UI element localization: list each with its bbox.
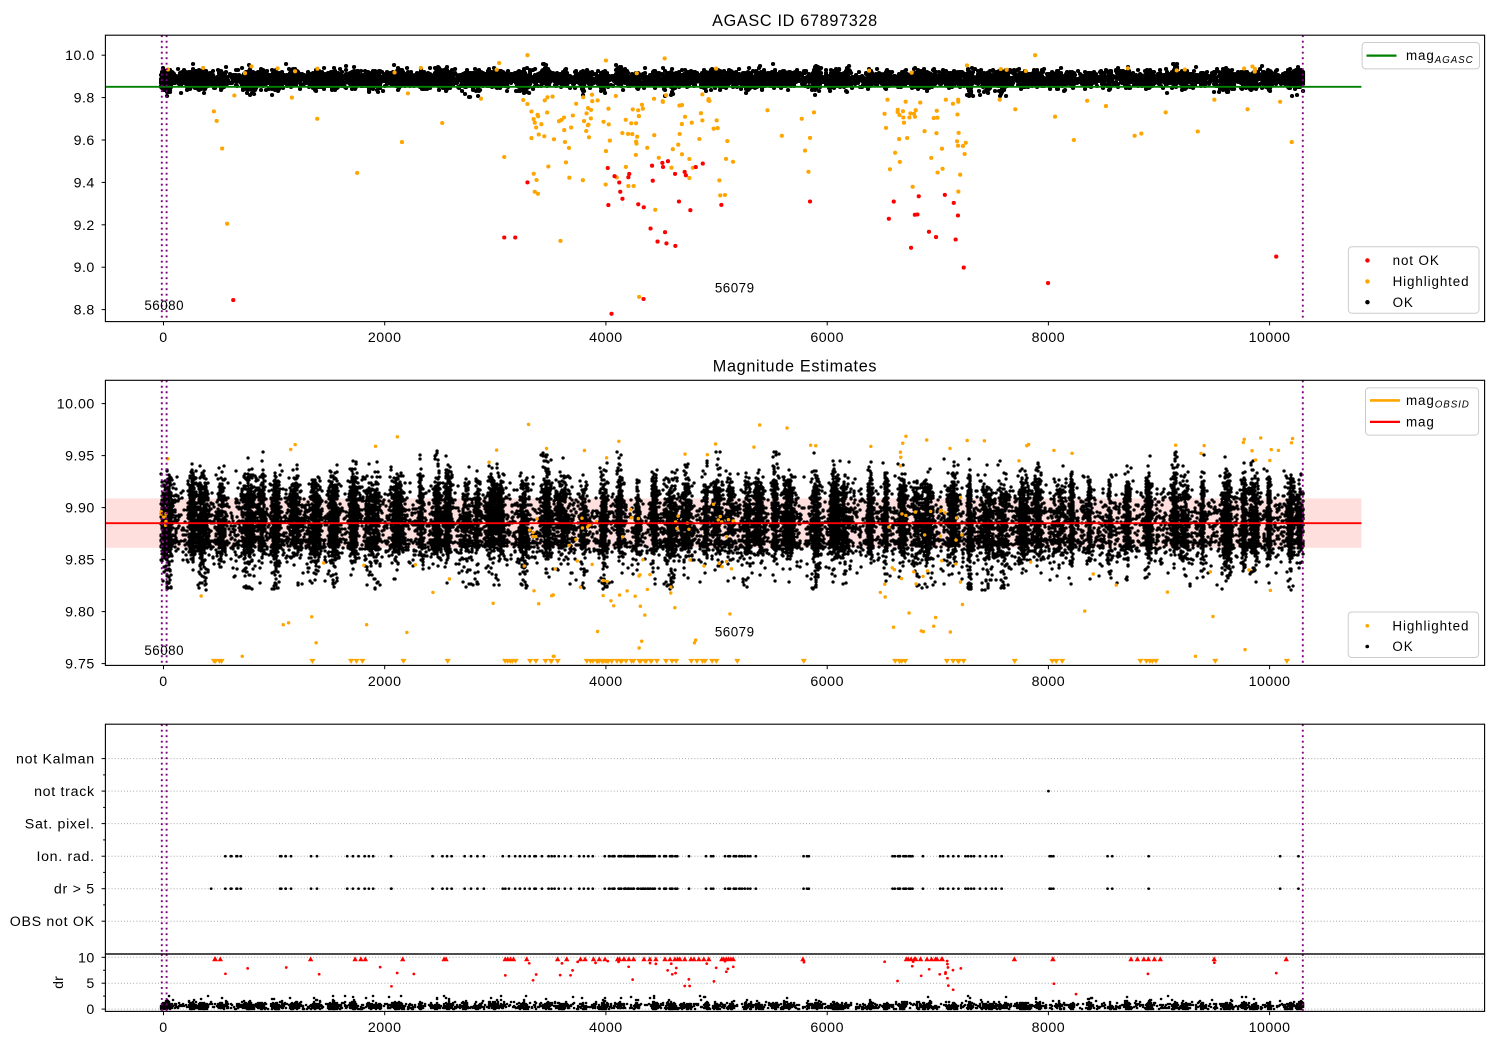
svg-text:9.80: 9.80: [65, 605, 95, 621]
svg-text:OBS not OK: OBS not OK: [10, 914, 95, 930]
svg-text:not Kalman: not Kalman: [16, 752, 95, 768]
svg-text:9.95: 9.95: [65, 449, 95, 465]
svg-text:9.4: 9.4: [74, 175, 95, 191]
svg-text:8000: 8000: [1032, 674, 1066, 690]
svg-text:0: 0: [159, 1020, 167, 1036]
svg-text:56080: 56080: [144, 643, 184, 658]
svg-text:6000: 6000: [810, 674, 844, 690]
svg-text:not track: not track: [34, 784, 95, 800]
svg-text:10000: 10000: [1249, 674, 1291, 690]
svg-text:10.00: 10.00: [57, 397, 95, 413]
svg-text:8.8: 8.8: [74, 303, 95, 319]
svg-text:dr: dr: [51, 976, 67, 989]
svg-text:9.90: 9.90: [65, 501, 95, 517]
svg-text:9.85: 9.85: [65, 553, 95, 569]
svg-text:Ion. rad.: Ion. rad.: [36, 849, 94, 865]
svg-text:Highlighted: Highlighted: [1393, 274, 1470, 289]
svg-text:2000: 2000: [368, 1020, 402, 1036]
svg-text:OK: OK: [1392, 639, 1413, 654]
svg-text:Sat. pixel.: Sat. pixel.: [25, 817, 95, 833]
svg-text:10000: 10000: [1249, 330, 1291, 346]
svg-text:9.0: 9.0: [74, 260, 95, 276]
svg-text:5: 5: [86, 976, 94, 992]
svg-text:8000: 8000: [1032, 1020, 1066, 1036]
svg-text:mag: mag: [1406, 415, 1435, 430]
svg-text:Magnitude Estimates: Magnitude Estimates: [713, 358, 877, 376]
svg-text:56079: 56079: [715, 280, 755, 295]
svg-text:9.8: 9.8: [74, 91, 95, 107]
svg-text:Highlighted: Highlighted: [1392, 618, 1469, 633]
svg-text:9.2: 9.2: [74, 218, 95, 234]
svg-text:8000: 8000: [1032, 330, 1066, 346]
svg-text:6000: 6000: [810, 330, 844, 346]
svg-text:10000: 10000: [1249, 1020, 1291, 1036]
svg-text:2000: 2000: [368, 674, 402, 690]
svg-text:10.0: 10.0: [65, 48, 95, 64]
svg-text:4000: 4000: [589, 674, 623, 690]
svg-text:56080: 56080: [144, 298, 184, 313]
svg-text:AGASC ID 67897328: AGASC ID 67897328: [712, 12, 878, 30]
svg-text:not OK: not OK: [1393, 253, 1440, 268]
svg-text:dr > 5: dr > 5: [54, 882, 95, 898]
svg-text:0: 0: [159, 330, 167, 346]
svg-text:4000: 4000: [589, 330, 623, 346]
svg-text:0: 0: [86, 1002, 94, 1018]
svg-text:OK: OK: [1393, 295, 1414, 310]
svg-text:10: 10: [78, 950, 95, 966]
svg-text:4000: 4000: [589, 1020, 623, 1036]
svg-text:0: 0: [159, 674, 167, 690]
svg-text:9.75: 9.75: [65, 657, 95, 673]
svg-text:2000: 2000: [368, 330, 402, 346]
svg-text:56079: 56079: [715, 625, 755, 640]
svg-text:9.6: 9.6: [74, 133, 95, 149]
svg-text:6000: 6000: [810, 1020, 844, 1036]
